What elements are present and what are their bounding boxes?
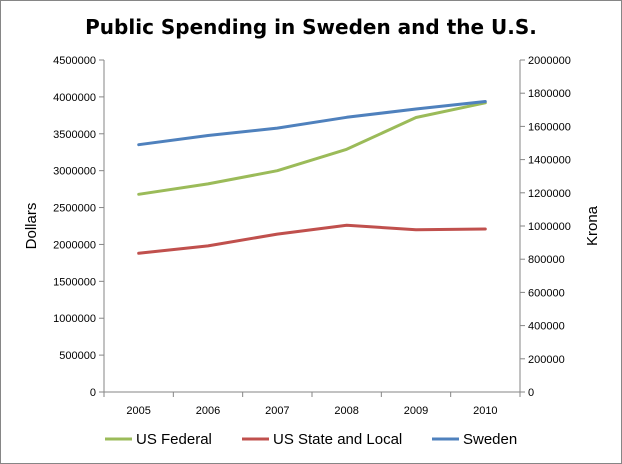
left-tick-label: 0 [90, 387, 96, 399]
x-tick-label: 2010 [473, 405, 497, 417]
right-tick-label: 400000 [528, 321, 565, 333]
right-axis-ticks: 0 200000 400000 600000 800000 1000000 1200000 1… [520, 55, 571, 399]
x-tick-label: 2008 [334, 405, 358, 417]
y2-axis-title: Krona [584, 205, 601, 246]
right-tick-label: 1400000 [528, 155, 571, 167]
left-axis-ticks: 0 500000 1000000 1500000 2000000 2500000 30000… [53, 55, 104, 399]
left-tick-label: 2500000 [53, 203, 96, 215]
series-line-sweden [137, 100, 487, 147]
left-tick-label: 4000000 [53, 92, 96, 104]
right-tick-label: 600000 [528, 287, 565, 299]
right-tick-label: 1200000 [528, 188, 571, 200]
x-tick-label: 2007 [265, 405, 289, 417]
x-axis-ticks: 2005 2006 2007 2008 2009 2010 [103, 392, 521, 417]
right-tick-label: 2000000 [528, 55, 571, 67]
right-tick-label: 0 [528, 387, 534, 399]
right-tick-label: 800000 [528, 254, 565, 266]
series-line-us-federal [137, 101, 487, 196]
x-tick-label: 2009 [404, 405, 428, 417]
legend-label-us-federal: US Federal [136, 431, 212, 448]
right-tick-label: 1000000 [528, 221, 571, 233]
right-tick-label: 1600000 [528, 121, 571, 133]
left-tick-label: 3500000 [53, 129, 96, 141]
legend-label-us-state-and-local: US State and Local [273, 431, 402, 448]
left-tick-label: 2000000 [53, 239, 96, 251]
series-lines [137, 100, 487, 255]
left-tick-label: 1500000 [53, 276, 96, 288]
left-tick-label: 3000000 [53, 166, 96, 178]
chart-title: Public Spending in Sweden and the U.S. [85, 15, 537, 39]
legend-label-sweden: Sweden [463, 431, 517, 448]
x-tick-label: 2006 [196, 405, 220, 417]
left-tick-label: 4500000 [53, 55, 96, 67]
right-tick-label: 1800000 [528, 88, 571, 100]
y-axis-title: Dollars [23, 203, 40, 250]
legend: US Federal US State and Local Sweden [105, 431, 517, 448]
series-line-us-state-and-local [137, 223, 487, 255]
right-tick-label: 200000 [528, 354, 565, 366]
left-tick-label: 500000 [59, 350, 96, 362]
left-tick-label: 1000000 [53, 313, 96, 325]
x-tick-label: 2005 [126, 405, 150, 417]
